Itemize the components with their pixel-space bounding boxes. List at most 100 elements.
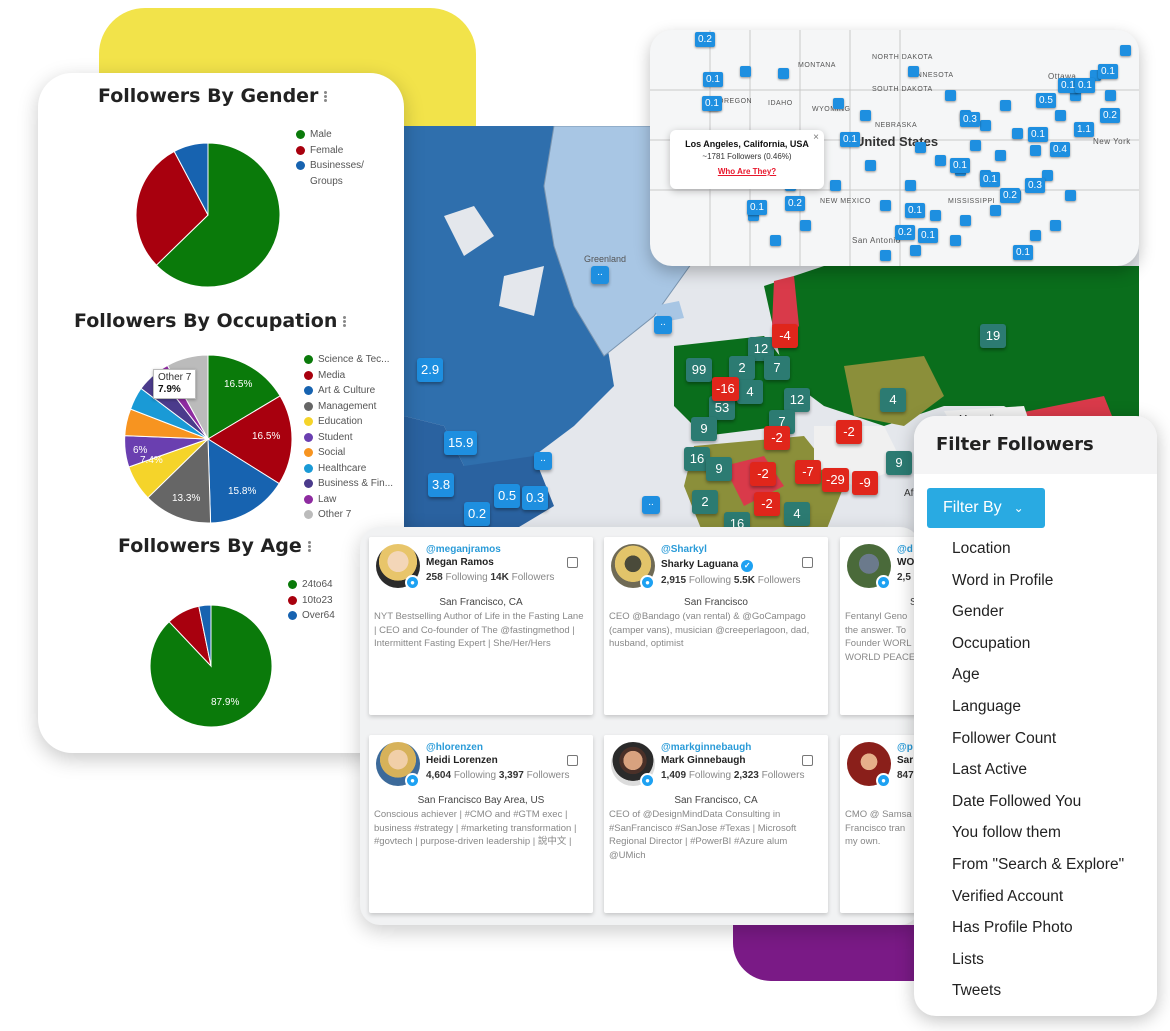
us-map-marker[interactable]: 0.2 bbox=[785, 196, 805, 211]
us-map-marker[interactable]: 0.1 bbox=[702, 96, 722, 111]
map-marker[interactable]: 9 bbox=[706, 457, 732, 481]
legend-item[interactable]: Social bbox=[304, 445, 393, 461]
filter-option-word-in-profile[interactable]: Word in Profile bbox=[952, 571, 1054, 589]
filter-option-location[interactable]: Location bbox=[952, 540, 1011, 557]
map-marker[interactable]: 3.8 bbox=[428, 473, 455, 497]
map-marker[interactable]: 9 bbox=[886, 451, 912, 475]
select-checkbox[interactable] bbox=[567, 755, 578, 766]
map-marker[interactable]: .. bbox=[591, 266, 609, 284]
who-are-they-link[interactable]: Who Are They? bbox=[717, 167, 777, 176]
us-map-marker[interactable]: 0.3 bbox=[1025, 178, 1045, 193]
filter-option-verified[interactable]: Verified Account bbox=[952, 887, 1064, 905]
filter-option-language[interactable]: Language bbox=[952, 697, 1021, 715]
map-marker[interactable]: 4 bbox=[880, 388, 906, 412]
follower-card[interactable]: ● @markginnebaugh Mark Ginnebaugh 1,409 … bbox=[604, 735, 828, 913]
map-marker[interactable]: 99 bbox=[686, 358, 712, 382]
us-map-marker[interactable]: 0.1 bbox=[1028, 127, 1048, 142]
legend-item[interactable]: Student bbox=[304, 430, 393, 446]
map-marker[interactable]: -2 bbox=[754, 492, 780, 516]
map-marker[interactable]: 4 bbox=[737, 380, 763, 404]
map-marker[interactable]: -9 bbox=[852, 471, 878, 495]
us-map-marker[interactable]: 0.1 bbox=[1075, 78, 1095, 93]
us-map-marker[interactable]: 0.2 bbox=[895, 225, 915, 240]
filter-option-follower-count[interactable]: Follower Count bbox=[952, 729, 1057, 747]
legend-item[interactable]: Education bbox=[304, 414, 393, 430]
pie-chart-age[interactable] bbox=[148, 603, 274, 729]
us-map-marker[interactable]: 0.2 bbox=[695, 32, 715, 47]
us-map-marker[interactable]: 0.2 bbox=[1100, 108, 1120, 123]
filter-option-last-active[interactable]: Last Active bbox=[952, 761, 1027, 779]
us-map-marker[interactable]: 0.2 bbox=[1000, 188, 1020, 203]
map-marker[interactable]: -16 bbox=[712, 377, 739, 401]
us-map-marker[interactable]: 1.1 bbox=[1074, 122, 1094, 137]
legend-item[interactable]: Businesses/ Groups bbox=[296, 158, 366, 189]
follower-card[interactable]: ● @hlorenzen Heidi Lorenzen 4,604 Follow… bbox=[369, 735, 593, 913]
map-marker[interactable]: 19 bbox=[980, 324, 1006, 348]
legend-item[interactable]: Science & Tec... bbox=[304, 352, 393, 368]
close-icon[interactable]: × bbox=[813, 132, 819, 143]
map-marker[interactable]: 2.9 bbox=[417, 358, 444, 382]
us-map-marker[interactable]: 0.1 bbox=[747, 200, 767, 215]
us-map-marker[interactable]: 0.5 bbox=[1036, 93, 1056, 108]
user-handle[interactable]: @hlorenzen bbox=[426, 742, 483, 753]
legend-item[interactable]: Healthcare bbox=[304, 461, 393, 477]
select-checkbox[interactable] bbox=[802, 557, 813, 568]
legend-item[interactable]: Male bbox=[296, 127, 366, 143]
map-marker[interactable]: -29 bbox=[822, 468, 849, 492]
legend-item[interactable]: Media bbox=[304, 368, 393, 384]
user-handle[interactable]: @Sharkyl bbox=[661, 544, 707, 555]
map-marker[interactable]: 0.5 bbox=[494, 484, 521, 508]
legend-item[interactable]: 24to64 bbox=[288, 577, 335, 593]
map-marker[interactable]: 0.3 bbox=[522, 486, 549, 510]
user-handle[interactable]: @d bbox=[897, 544, 913, 555]
user-handle[interactable]: @markginnebaugh bbox=[661, 742, 752, 753]
kebab-menu-icon[interactable] bbox=[307, 540, 311, 553]
legend-item[interactable]: Management bbox=[304, 399, 393, 415]
us-map-marker[interactable]: 0.1 bbox=[905, 203, 925, 218]
follower-card[interactable]: ● @d WO 2,5 S Fentanyl Geno the answer. … bbox=[840, 537, 920, 715]
map-marker[interactable]: -4 bbox=[772, 324, 798, 348]
filter-option-search-explore[interactable]: From "Search & Explore" bbox=[952, 855, 1125, 873]
map-marker[interactable]: -7 bbox=[795, 460, 821, 484]
legend-item[interactable]: 10to23 bbox=[288, 593, 335, 609]
legend-item[interactable]: Art & Culture bbox=[304, 383, 393, 399]
filter-option-lists[interactable]: Lists bbox=[952, 950, 984, 968]
map-marker[interactable]: 2 bbox=[729, 356, 755, 380]
legend-item[interactable]: Other 7 bbox=[304, 507, 393, 523]
map-marker[interactable]: -2 bbox=[764, 426, 790, 450]
us-map-marker[interactable]: 0.1 bbox=[1098, 64, 1118, 79]
map-marker[interactable]: 0.2 bbox=[464, 502, 491, 526]
map-marker[interactable]: .. bbox=[654, 316, 672, 334]
filter-option-date-followed[interactable]: Date Followed You bbox=[952, 792, 1082, 810]
us-map-marker[interactable]: 0.1 bbox=[1013, 245, 1033, 260]
map-marker[interactable]: .. bbox=[534, 452, 552, 470]
map-marker[interactable]: 15.9 bbox=[444, 431, 478, 455]
us-map-marker[interactable]: 0.1 bbox=[840, 132, 860, 147]
user-handle[interactable]: @p bbox=[897, 742, 913, 753]
us-map-marker[interactable]: 0.3 bbox=[960, 112, 980, 127]
us-map-marker[interactable]: 0.1 bbox=[980, 172, 1000, 187]
map-marker[interactable]: 12 bbox=[784, 388, 810, 412]
filter-by-dropdown[interactable]: Filter By ⌄ bbox=[927, 488, 1045, 528]
filter-option-profile-photo[interactable]: Has Profile Photo bbox=[952, 919, 1073, 937]
legend-item[interactable]: Over64 bbox=[288, 608, 335, 624]
kebab-menu-icon[interactable] bbox=[324, 90, 328, 103]
filter-option-age[interactable]: Age bbox=[952, 666, 980, 684]
us-map-marker[interactable]: 0.1 bbox=[950, 158, 970, 173]
filter-option-tweets[interactable]: Tweets bbox=[952, 982, 1002, 1000]
pie-chart-occupation[interactable] bbox=[122, 353, 294, 525]
kebab-menu-icon[interactable] bbox=[343, 315, 347, 328]
follower-card[interactable]: ● @Sharkyl Sharky Laguana ✓ 2,915 Followi… bbox=[604, 537, 828, 715]
select-checkbox[interactable] bbox=[567, 557, 578, 568]
map-marker[interactable]: -2 bbox=[836, 420, 862, 444]
user-handle[interactable]: @meganjramos bbox=[426, 544, 501, 555]
filter-option-gender[interactable]: Gender bbox=[952, 603, 1004, 621]
legend-item[interactable]: Female bbox=[296, 143, 366, 159]
pie-chart-gender[interactable] bbox=[134, 141, 282, 289]
map-marker[interactable]: 7 bbox=[764, 356, 790, 380]
filter-option-you-follow-them[interactable]: You follow them bbox=[952, 824, 1061, 842]
map-marker[interactable]: 16 bbox=[684, 447, 710, 471]
map-marker[interactable]: 2 bbox=[692, 490, 718, 514]
us-map-marker[interactable]: 0.4 bbox=[1050, 142, 1070, 157]
select-checkbox[interactable] bbox=[802, 755, 813, 766]
